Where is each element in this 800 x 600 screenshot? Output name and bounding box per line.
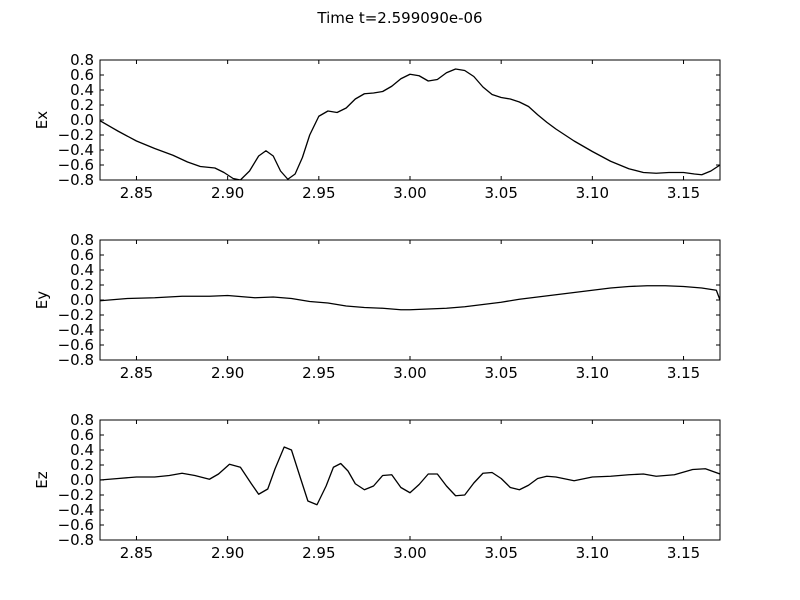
x-tick-label: 3.00	[393, 544, 426, 562]
x-tick-label: 3.00	[393, 364, 426, 382]
y-tick-label: −0.4	[58, 321, 94, 339]
y-tick-label: −0.4	[58, 141, 94, 159]
y-axis-label: Ex	[33, 111, 51, 129]
y-tick-label: 0.0	[70, 111, 94, 129]
y-tick-label: 0.4	[70, 81, 94, 99]
data-line-ex	[100, 68, 720, 180]
axes-frame	[99, 59, 721, 181]
subplot-ex: 2.85 2.90 2.95 3.00 3.05 3.10 3.15 0.80.60.40.2…	[33, 51, 721, 202]
y-tick-label: 0.2	[70, 456, 94, 474]
y-tick-label: 0.8	[70, 231, 94, 249]
axes-frame	[99, 239, 721, 361]
y-tick-label: 0.6	[70, 426, 94, 444]
y-tick-label: 0.2	[70, 276, 94, 294]
data-line-ez	[100, 446, 720, 506]
x-tick-label: 3.15	[667, 184, 700, 202]
x-tick-label: 3.10	[576, 184, 609, 202]
y-tick-label: −0.8	[58, 531, 94, 549]
x-tick-label: 3.05	[484, 184, 517, 202]
y-tick-label: −0.8	[58, 171, 94, 189]
x-tick-label: 2.85	[120, 364, 153, 382]
x-tick-label: 3.10	[576, 544, 609, 562]
y-tick-label: −0.4	[58, 501, 94, 519]
y-tick-label: −0.6	[58, 336, 94, 354]
y-axis-label: Ez	[33, 471, 51, 488]
x-tick-label: 3.10	[576, 364, 609, 382]
y-tick-label: −0.8	[58, 351, 94, 369]
y-tick-label: −0.6	[58, 516, 94, 534]
data-line-ey	[100, 285, 720, 311]
y-axis-label: Ey	[33, 291, 51, 309]
y-tick-label: 0.2	[70, 96, 94, 114]
y-tick-label: 0.0	[70, 471, 94, 489]
y-tick-label: 0.0	[70, 291, 94, 309]
x-tick-label: 2.85	[120, 544, 153, 562]
x-tick-label: 3.05	[484, 364, 517, 382]
x-tick-label: 3.00	[393, 184, 426, 202]
y-tick-label: −0.2	[58, 126, 94, 144]
x-tick-label: 3.15	[667, 364, 700, 382]
y-tick-label: 0.6	[70, 246, 94, 264]
y-tick-label: 0.6	[70, 66, 94, 84]
x-tick-label: 3.05	[484, 544, 517, 562]
x-tick-label: 2.95	[302, 184, 335, 202]
x-tick-label: 2.95	[302, 544, 335, 562]
x-tick-label: 2.90	[211, 544, 244, 562]
x-tick-label: 2.85	[120, 184, 153, 202]
y-tick-label: −0.2	[58, 306, 94, 324]
figure-suptitle: Time t=2.599090e-06	[316, 9, 482, 27]
y-tick-label: 0.8	[70, 411, 94, 429]
y-tick-label: 0.4	[70, 441, 94, 459]
y-tick-label: −0.6	[58, 156, 94, 174]
subplot-ey: 2.85 2.90 2.95 3.00 3.05 3.10 3.15 0.80.60.40.2…	[33, 231, 721, 382]
x-tick-label: 2.90	[211, 364, 244, 382]
x-tick-label: 2.90	[211, 184, 244, 202]
subplot-ez: 2.85 2.90 2.95 3.00 3.05 3.10 3.15 0.80.60.40.2…	[33, 411, 721, 562]
y-tick-label: 0.8	[70, 51, 94, 69]
x-tick-label: 2.95	[302, 364, 335, 382]
y-tick-label: 0.4	[70, 261, 94, 279]
axes-frame	[99, 419, 721, 541]
y-tick-label: −0.2	[58, 486, 94, 504]
x-tick-label: 3.15	[667, 544, 700, 562]
